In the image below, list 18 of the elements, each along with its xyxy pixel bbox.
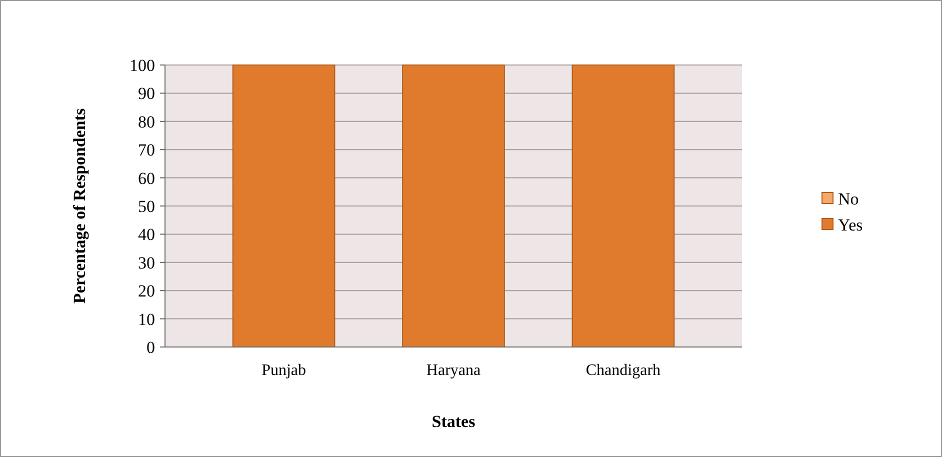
x-tick-label: Chandigarh (586, 362, 661, 379)
y-tick-label: 20 (138, 282, 155, 301)
y-axis-title: Percentage of Respondents (70, 108, 89, 304)
x-tick-label: Haryana (426, 362, 481, 379)
y-tick-label: 40 (138, 225, 155, 244)
y-tick-label: 80 (138, 112, 155, 132)
y-tick-label: 100 (130, 56, 155, 75)
legend-label: Yes (838, 215, 863, 234)
y-tick-label: 0 (146, 338, 155, 357)
y-tick-label: 90 (138, 84, 155, 104)
x-axis-title: States (432, 412, 476, 431)
y-tick-label: 70 (138, 140, 155, 160)
y-tick-label: 30 (138, 253, 155, 272)
x-tick-label: Punjab (262, 362, 306, 379)
y-tick-label: 60 (138, 168, 155, 188)
y-tick-label: 50 (138, 196, 155, 216)
y-tick-label: 10 (138, 310, 155, 329)
legend-label: No (838, 189, 859, 208)
